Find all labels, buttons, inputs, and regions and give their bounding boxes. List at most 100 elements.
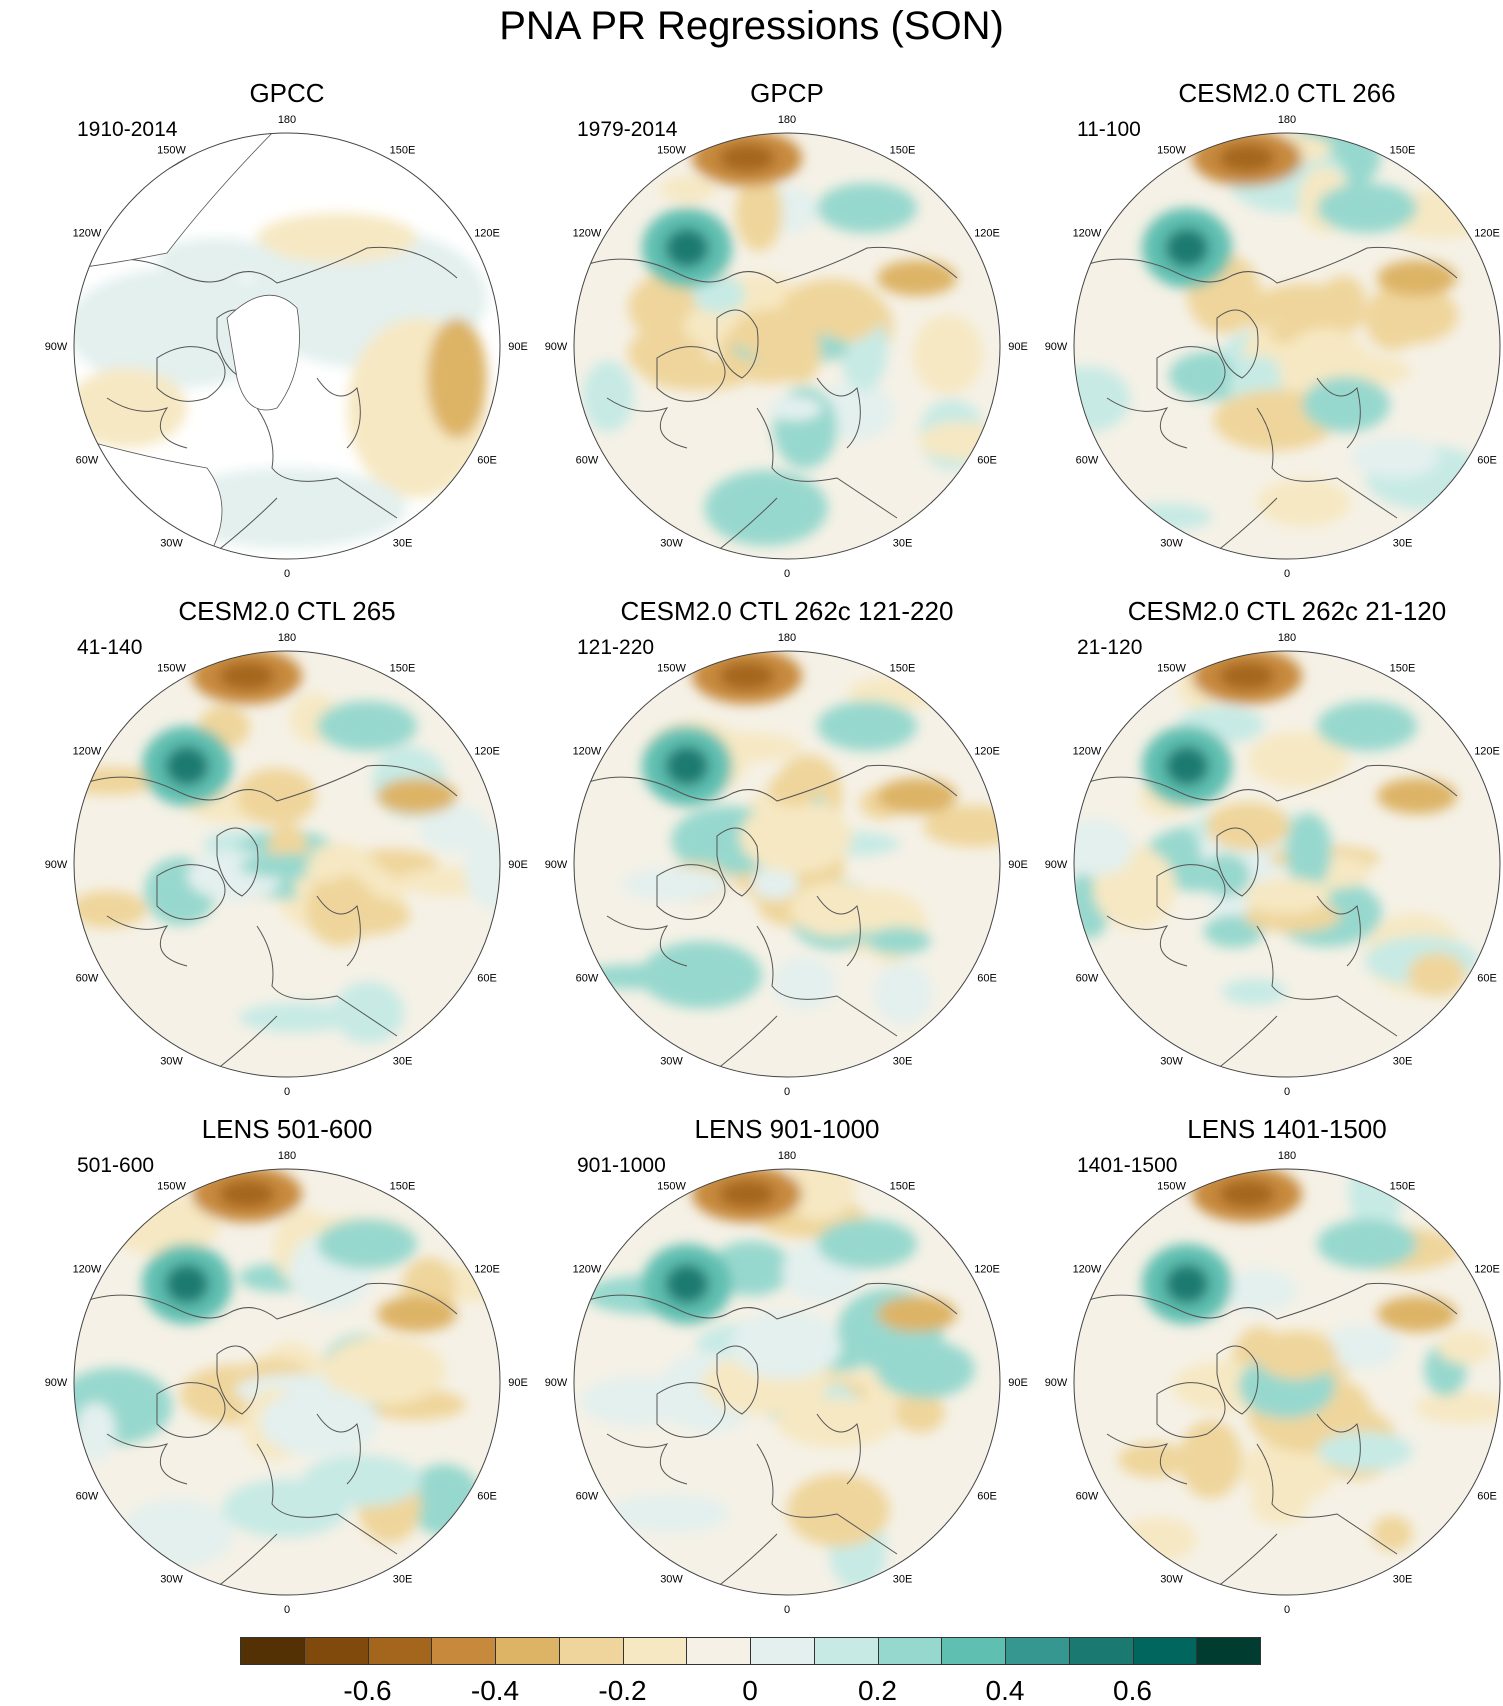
colorbar-swatch [686,1637,751,1665]
longitude-label: 90W [1045,341,1068,353]
longitude-label: 120W [73,1264,102,1276]
longitude-label: 120E [974,746,1000,758]
panel-title: CESM2.0 CTL 266 [1178,78,1396,108]
map-field [74,651,500,1077]
longitude-label: 120E [1474,228,1500,240]
longitude-label: 60E [1477,1491,1497,1503]
longitude-label: 0 [1284,1604,1290,1614]
longitude-label: 150W [1157,1180,1186,1192]
longitude-label: 120W [73,746,102,758]
longitude-label: 90E [508,859,528,871]
longitude-label: 120W [1073,746,1102,758]
coastlines [76,1282,458,1595]
longitude-label: 60W [1076,1491,1099,1503]
longitude-label: 60E [977,455,997,467]
longitude-label: 90W [545,1377,568,1389]
longitude-label: 150W [157,144,186,156]
panel-title: LENS 1401-1500 [1187,1114,1387,1144]
longitude-label: 180 [278,114,296,126]
longitude-label: 120W [1073,1264,1102,1276]
coastlines [576,1282,958,1595]
map-panel: LENS 501-600 180 150E 120E 90E 60E 30E 0 30W 60W 9… [37,1114,537,1614]
longitude-label: 150E [890,662,916,674]
longitude-label: 30W [160,1574,183,1586]
longitude-label: 90E [508,341,528,353]
longitude-label: 150W [1157,662,1186,674]
colorbar-swatch [1132,1637,1198,1665]
longitude-label: 150E [1390,144,1416,156]
longitude-label: 30W [160,1056,183,1068]
longitude-label: 120W [73,228,102,240]
longitude-label: 30W [160,538,183,550]
panel-period: 1910-2014 [77,118,178,141]
longitude-label: 120E [1474,746,1500,758]
longitude-label: 90E [1008,1377,1028,1389]
map-field [1074,651,1500,1077]
longitude-label: 150E [1390,662,1416,674]
panel-period: 41-140 [77,636,143,659]
map-panel: GPCC 180 150E 120E 90E 60E 30E 0 30W 60W 90W 120W 15… [37,78,537,578]
map-field [74,1169,500,1595]
longitude-label: 60W [76,973,99,985]
longitude-label: 150W [1157,144,1186,156]
coastlines [576,246,958,559]
coastlines [1076,246,1458,559]
longitude-label: 60W [1076,455,1099,467]
colorbar-swatch [1068,1637,1134,1665]
longitude-label: 60W [76,1491,99,1503]
map-field [74,133,500,559]
longitude-label: 150W [657,662,686,674]
map-panel: CESM2.0 CTL 262c 121-220 180 150E 120E 90E 60… [537,596,1037,1096]
longitude-label: 90W [1045,859,1068,871]
longitude-label: 30W [660,1056,683,1068]
longitude-label: 90W [1045,1377,1068,1389]
longitude-label: 120E [974,1264,1000,1276]
longitude-label: 0 [1284,568,1290,578]
longitude-label: 180 [1278,114,1296,126]
map-panel: LENS 1401-1500180150E120E90E60E30E030W60… [1037,1114,1503,1614]
colorbar-swatch [240,1637,305,1665]
map-field [1074,133,1500,559]
longitude-label: 150E [390,1180,416,1192]
longitude-label: 150E [890,1180,916,1192]
colorbar-swatch [367,1637,433,1665]
longitude-label: 180 [778,1150,796,1162]
coastlines [76,764,458,1077]
longitude-label: 150E [390,662,416,674]
panel-period: 11-100 [1077,118,1141,141]
colorbar-swatch [558,1637,624,1665]
panel-title: CESM2.0 CTL 265 [178,596,396,626]
longitude-label: 60E [1477,455,1497,467]
longitude-label: 120W [573,1264,602,1276]
longitude-label: 150E [1390,1180,1416,1192]
longitude-label: 90W [45,1377,68,1389]
longitude-label: 120W [573,746,602,758]
map-panel: CESM2.0 CTL 265 180 150E 120E 90E 60E 30E 0 30W 6… [37,596,537,1096]
longitude-label: 60E [977,973,997,985]
longitude-label: 30E [393,1574,413,1586]
longitude-label: 30E [393,538,413,550]
panel-title: GPCP [750,78,824,108]
longitude-label: 90W [545,859,568,871]
colorbar-swatch [303,1637,369,1665]
longitude-label: 30E [893,1574,913,1586]
colorbar [240,1637,1261,1665]
longitude-label: 60E [477,455,497,467]
longitude-label: 30E [393,1056,413,1068]
longitude-label: 60W [576,455,599,467]
panel-title: CESM2.0 CTL 262c 121-220 [620,596,954,626]
map-field [1074,1169,1500,1595]
colorbar-swatch [1196,1637,1261,1665]
colorbar-tick-label: -0.2 [598,1675,647,1706]
colorbar-swatch [941,1637,1006,1665]
longitude-label: 60E [477,1491,497,1503]
longitude-label: 60E [1477,973,1497,985]
longitude-label: 0 [284,1086,290,1096]
